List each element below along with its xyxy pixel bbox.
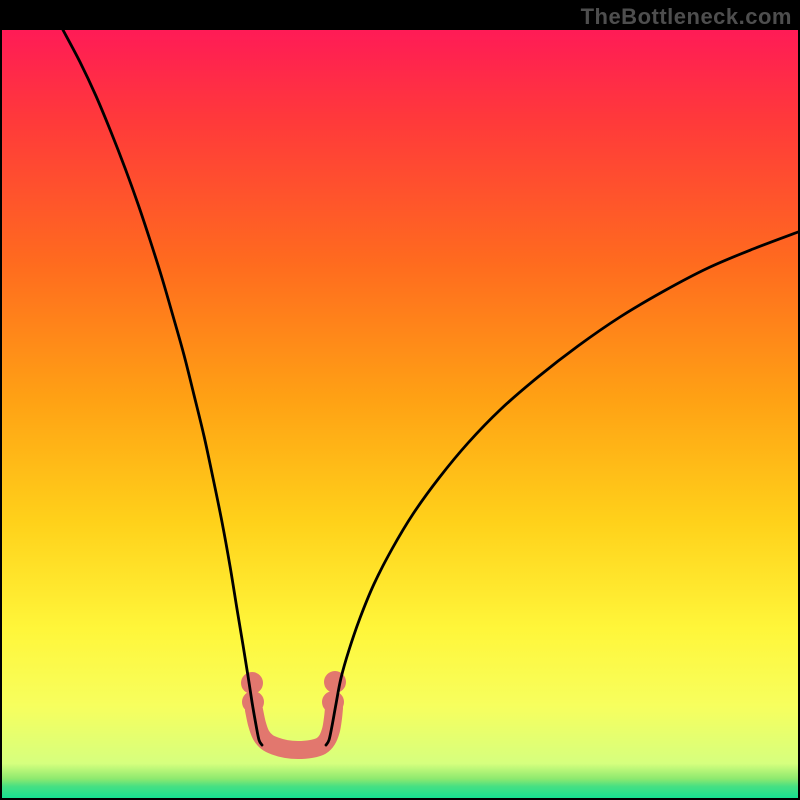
gradient-background — [2, 30, 798, 798]
watermark-text: TheBottleneck.com — [581, 4, 792, 30]
bottleneck-chart — [0, 0, 800, 800]
